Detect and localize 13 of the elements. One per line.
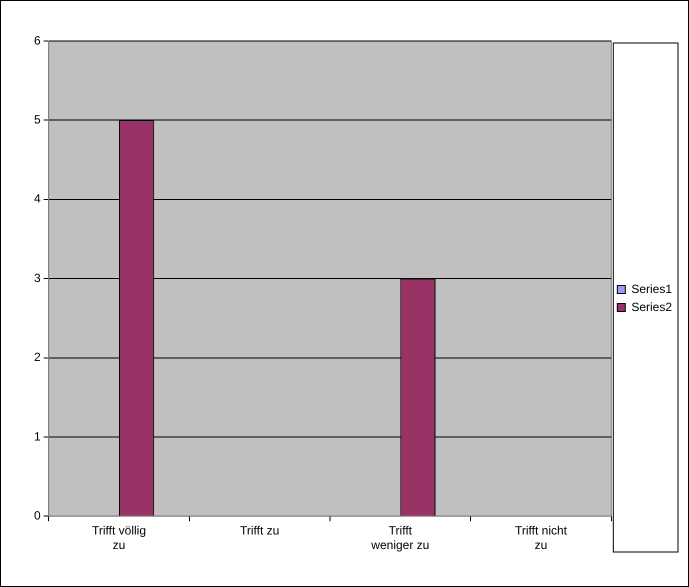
- x-tick-label: Trifft weniger zu: [370, 524, 430, 552]
- y-tick-label: 6: [34, 33, 41, 48]
- legend-label: Series1: [631, 282, 672, 296]
- y-tick-label: 2: [34, 350, 41, 364]
- y-tick-label: 5: [34, 112, 41, 127]
- y-tick-label: 4: [34, 192, 41, 206]
- x-tick-label: Trifft zu: [240, 524, 280, 538]
- x-tick-label: Trifft nicht zu: [514, 524, 568, 552]
- y-tick-label: 3: [34, 270, 41, 285]
- x-tick-label: Trifft völlig zu: [92, 524, 146, 552]
- legend-label: Series2: [631, 300, 672, 314]
- y-tick-label: 0: [34, 508, 41, 523]
- y-tick-label: 1: [34, 429, 41, 444]
